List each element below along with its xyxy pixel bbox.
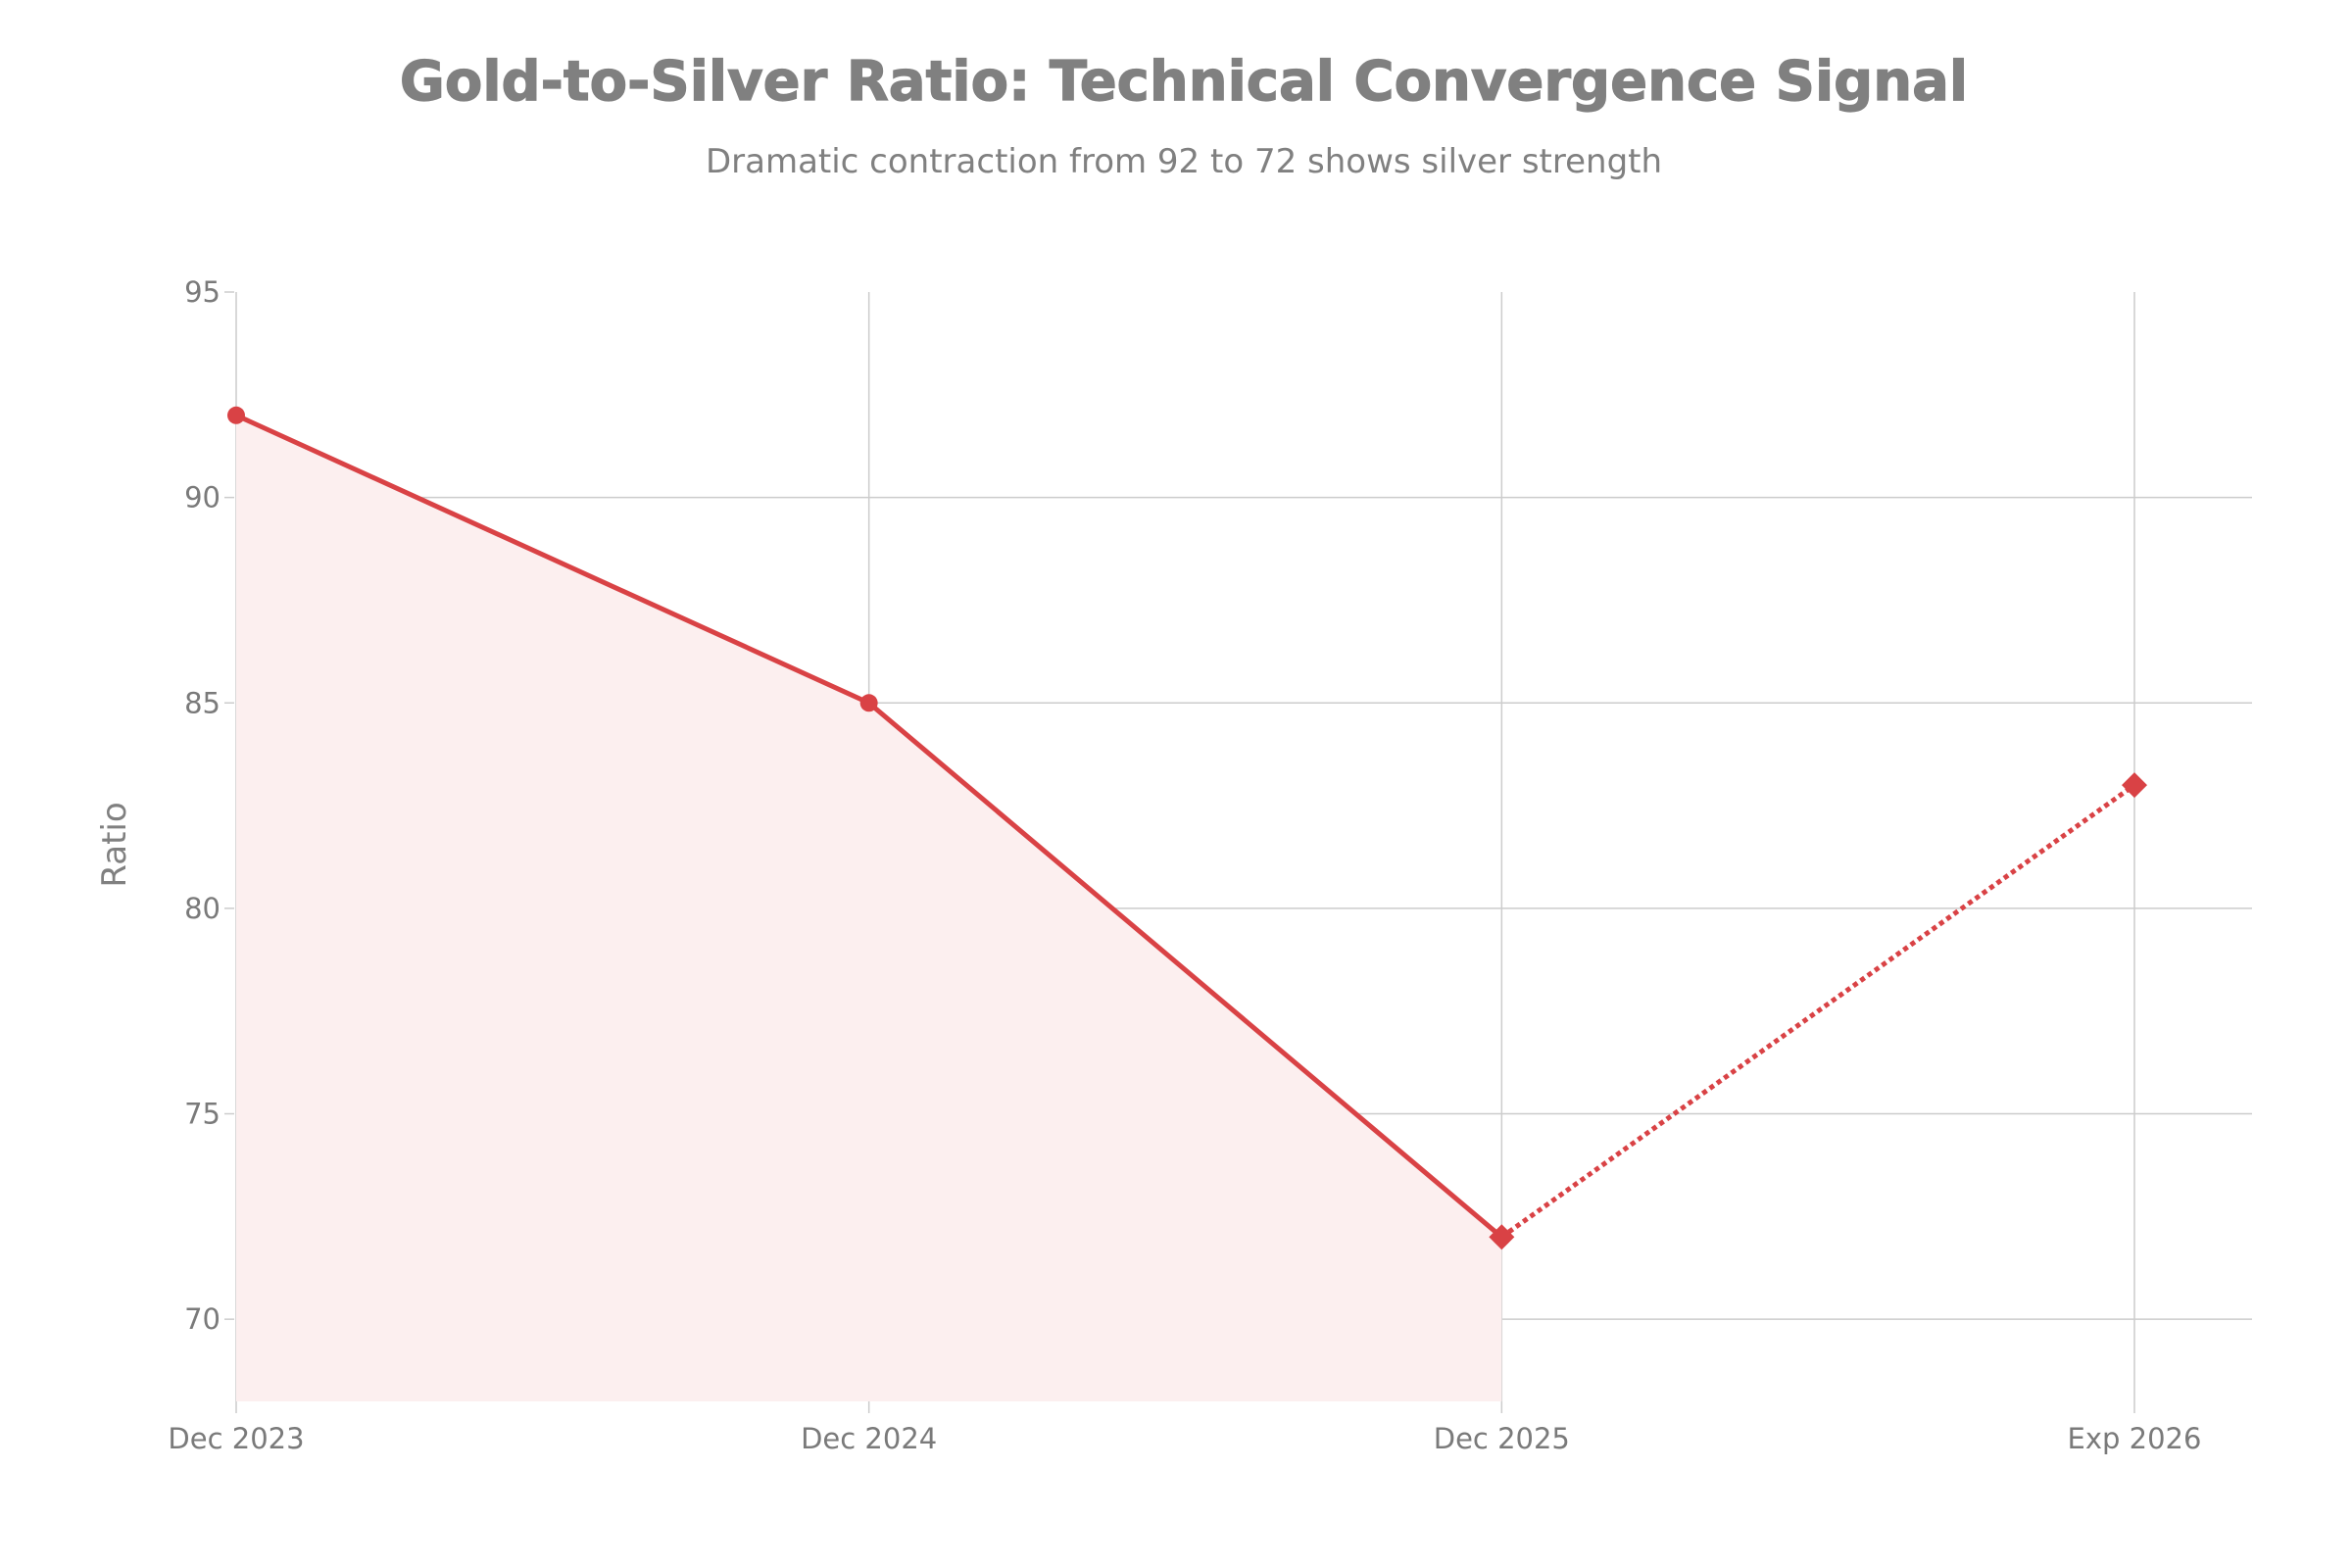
series-area-fill	[236, 415, 1502, 1401]
x-tick-label: Dec 2023	[168, 1422, 304, 1455]
data-point-diamond	[2122, 772, 2147, 799]
y-axis-label: Ratio	[95, 802, 134, 887]
y-tick-label: 95	[184, 275, 220, 309]
data-point-diamond	[1489, 1224, 1515, 1250]
x-tick-label: Exp 2026	[2068, 1422, 2202, 1455]
y-tick-label: 70	[184, 1302, 220, 1336]
y-tick-label: 80	[184, 892, 220, 925]
data-point	[227, 406, 245, 424]
y-tick-label: 90	[184, 481, 220, 514]
chart-title: Gold-to-Silver Ratio: Technical Converge…	[400, 50, 1968, 114]
chart-subtitle: Dramatic contraction from 92 to 72 shows…	[706, 142, 1662, 181]
data-point	[859, 694, 878, 712]
y-tick-label: 75	[184, 1098, 220, 1131]
x-tick-label: Dec 2024	[801, 1422, 937, 1455]
x-tick-label: Dec 2025	[1434, 1422, 1570, 1455]
y-tick-label: 85	[184, 686, 220, 719]
projection-line	[1499, 783, 2136, 1240]
